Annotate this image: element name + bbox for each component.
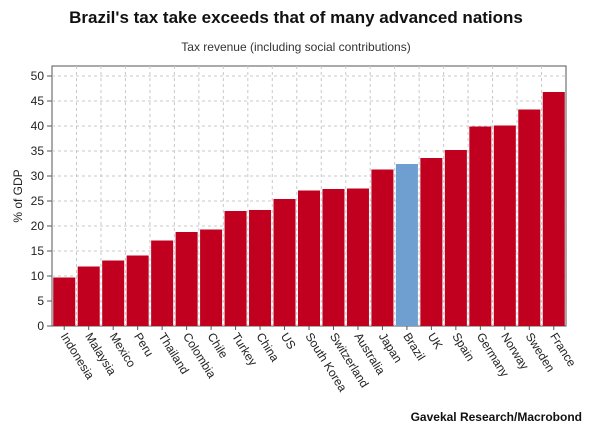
y-tick-label: 45 xyxy=(31,94,45,108)
bar-malaysia xyxy=(77,266,100,326)
bar-thailand xyxy=(151,240,174,326)
y-tick-label: 50 xyxy=(31,69,45,83)
bar-china xyxy=(249,210,272,326)
y-axis-label: % of GDP xyxy=(11,169,25,222)
bar-uk xyxy=(420,158,443,326)
bar-indonesia xyxy=(53,277,76,326)
bar-us xyxy=(273,199,296,326)
y-tick-label: 25 xyxy=(31,194,45,208)
bar-norway xyxy=(493,125,516,326)
bar-france xyxy=(542,92,565,326)
bar-australia xyxy=(346,188,369,326)
bar-spain xyxy=(444,150,467,326)
x-tick-label: Spain xyxy=(449,330,477,363)
y-tick-label: 30 xyxy=(31,169,45,183)
y-tick-label: 0 xyxy=(37,319,44,333)
bar-germany xyxy=(469,126,492,326)
bar-peru xyxy=(126,255,149,326)
y-tick-label: 20 xyxy=(31,219,45,233)
bar-south-korea xyxy=(297,190,321,326)
chart-title: Brazil's tax take exceeds that of many a… xyxy=(69,8,523,27)
chart-subtitle: Tax revenue (including social contributi… xyxy=(181,40,411,54)
bar-colombia xyxy=(175,232,198,326)
bar-switzerland xyxy=(322,189,345,326)
y-tick-label: 15 xyxy=(31,244,45,258)
bar-chile xyxy=(200,229,223,326)
y-tick-label: 35 xyxy=(31,144,45,158)
source-label: Gavekal Research/Macrobond xyxy=(410,410,582,424)
bar-japan xyxy=(371,169,394,326)
bar-mexico xyxy=(102,260,125,326)
bar-turkey xyxy=(224,211,247,326)
x-tick-label: UK xyxy=(425,330,446,352)
y-tick-label: 5 xyxy=(37,294,44,308)
y-tick-label: 10 xyxy=(31,269,45,283)
x-tick-label: US xyxy=(278,330,299,352)
bar-brazil xyxy=(395,164,418,326)
y-tick-label: 40 xyxy=(31,119,45,133)
bar-sweden xyxy=(518,109,541,326)
